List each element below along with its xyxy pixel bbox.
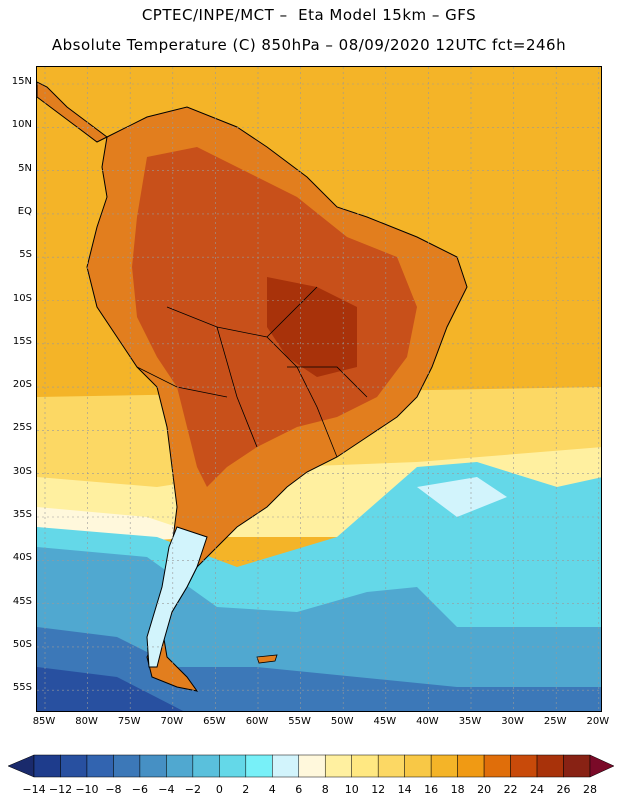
colorbar-cell xyxy=(404,754,432,778)
color-scale-cells xyxy=(7,754,615,778)
coldest-ocean xyxy=(37,667,184,711)
colorbar-label: 20 xyxy=(477,783,492,796)
lat-label: 25S xyxy=(12,422,32,434)
colorbar-cell xyxy=(192,754,220,778)
colorbar-label: 8 xyxy=(321,783,329,796)
lon-label: 45W xyxy=(373,716,397,727)
colorbar-label: 0 xyxy=(215,783,223,796)
colorbar-cell xyxy=(430,754,458,778)
colorbar-label: −12 xyxy=(48,783,73,796)
colorbar-cell xyxy=(483,754,511,778)
colorbar-cell xyxy=(298,754,326,778)
colorbar-label: −4 xyxy=(158,783,175,796)
lon-label: 55W xyxy=(288,716,311,727)
temperature-map xyxy=(36,66,602,712)
lat-lon-grid xyxy=(37,67,601,711)
lon-label: 85W xyxy=(32,716,56,727)
patagonia xyxy=(146,526,208,668)
colorbar-cell xyxy=(113,754,141,778)
colorbar-cell xyxy=(139,754,167,778)
colorbar-cell xyxy=(351,754,379,778)
lat-label: 10S xyxy=(12,292,32,304)
lat-label: 40S xyxy=(12,552,32,564)
central-america-land xyxy=(37,81,108,143)
lon-label: 50W xyxy=(330,716,354,727)
map-title-line2: Absolute Temperature (C) 850hPa – 08/09/… xyxy=(51,36,567,54)
colorbar-label: 24 xyxy=(530,783,545,796)
lat-label: 50S xyxy=(12,638,32,650)
colorbar-label: 16 xyxy=(424,783,439,796)
colorbar-cell xyxy=(324,754,352,778)
lat-label: 30S xyxy=(12,465,32,477)
colorbar-low-arrow xyxy=(7,754,35,778)
colorbar-cell xyxy=(377,754,405,778)
lon-label: 20W xyxy=(586,716,610,727)
color-scale-bar xyxy=(7,754,615,778)
lat-label: 15S xyxy=(12,335,32,347)
colorbar-cell xyxy=(86,754,114,778)
lon-label: 60W xyxy=(245,716,269,727)
lat-label: 55S xyxy=(12,682,32,694)
lat-label: 10N xyxy=(11,119,32,131)
lat-label: 15N xyxy=(11,76,32,87)
lon-label: 25W xyxy=(543,716,567,727)
colorbar-cell xyxy=(60,754,88,778)
colorbar-cell xyxy=(33,754,61,778)
lon-label: 70W xyxy=(160,716,184,727)
lon-label: 30W xyxy=(501,716,524,727)
lon-label: 40W xyxy=(416,716,439,727)
lon-label: 35W xyxy=(458,716,482,727)
colorbar-cell xyxy=(245,754,273,778)
lat-label: 45S xyxy=(12,595,32,607)
colorbar-label: 26 xyxy=(556,783,571,796)
map-title-line1: CPTEC/INPE/MCT – Eta Model 15km – GFS xyxy=(141,6,477,24)
colorbar-label: 14 xyxy=(397,783,412,796)
colorbar-cell xyxy=(510,754,538,778)
colorbar-label: 6 xyxy=(295,783,303,796)
falkland-islands xyxy=(256,654,278,664)
colorbar-high-arrow xyxy=(589,754,615,778)
hottest-core xyxy=(267,277,357,377)
colorbar-cell xyxy=(536,754,564,778)
colorbar-label: 2 xyxy=(242,783,250,796)
colorbar-label: −14 xyxy=(22,783,46,796)
colorbar-cell xyxy=(457,754,485,778)
colorbar-label: −10 xyxy=(75,783,99,796)
colorbar-label: 22 xyxy=(503,783,518,796)
lat-label: 35S xyxy=(12,509,32,520)
temperature-field xyxy=(37,67,601,711)
colorbar-cell xyxy=(272,754,300,778)
lon-label: 75W xyxy=(117,716,141,727)
cool-patch xyxy=(417,477,507,517)
colorbar-label: −8 xyxy=(105,783,122,796)
colorbar-cell xyxy=(219,754,247,778)
lat-label: 5N xyxy=(18,162,32,174)
colorbar-label: 12 xyxy=(371,783,386,796)
colorbar-label: −2 xyxy=(184,783,201,796)
lon-label: 80W xyxy=(75,716,98,727)
colorbar-label: 4 xyxy=(268,783,276,796)
lat-label: EQ xyxy=(17,205,32,217)
colorbar-cell xyxy=(563,754,591,778)
colorbar-label: −6 xyxy=(131,783,148,796)
colorbar-label: 28 xyxy=(583,783,597,796)
lat-label: 5S xyxy=(19,249,32,261)
lon-label: 65W xyxy=(203,716,226,727)
colorbar-label: 18 xyxy=(450,783,465,796)
lat-label: 20S xyxy=(12,379,32,391)
colorbar-cell xyxy=(166,754,194,778)
colorbar-label: 10 xyxy=(344,783,359,796)
